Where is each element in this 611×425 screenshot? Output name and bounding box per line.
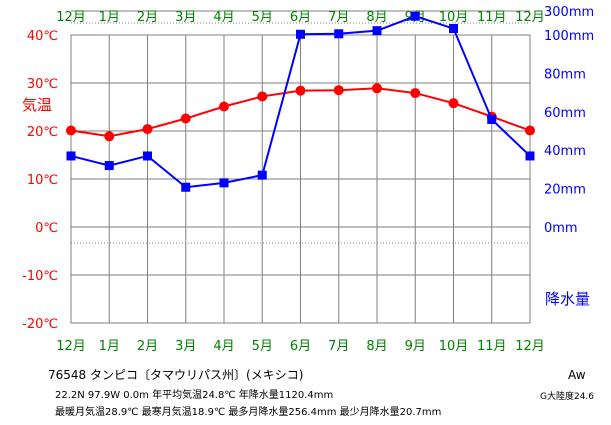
temperature-point [180,113,191,124]
precipitation-point [257,170,267,180]
month-label-bottom: 12月 [56,339,86,354]
temperature-axis-title: 気温 [22,96,52,114]
temperature-point [410,88,421,99]
temperature-tick-label: 30℃ [27,77,58,92]
precipitation-point [219,178,229,188]
precipitation-point [66,151,76,161]
month-label-top: 3月 [175,10,196,25]
month-label-top: 2月 [137,10,158,25]
temperature-point [142,124,153,135]
station-title: 76548 タンピコ〔タマウリパス州〕(メキシコ) [48,366,303,383]
month-label-bottom: 9月 [405,339,426,354]
month-label-bottom: 1月 [99,339,120,354]
precipitation-point [487,114,497,124]
temperature-point [295,85,306,96]
month-label-top: 4月 [213,10,234,25]
precipitation-tick-label: 300mm [544,5,594,20]
month-label-bottom: 2月 [137,339,158,354]
month-label-bottom: 12月 [515,339,545,354]
station-id: 76548 [48,368,87,382]
precipitation-point [296,29,305,39]
month-label-bottom: 7月 [328,339,349,354]
temperature-point [448,98,459,109]
station-stats-1: 22.2N 97.9W 0.0m 年平均気温24.8℃ 年降水量1120.4mm [55,390,334,401]
precipitation-tick-label: 0mm [544,221,578,236]
precipitation-point [525,151,535,161]
precipitation-tick-label: 40mm [544,144,586,159]
precipitation-axis-title: 降水量 [545,290,590,308]
precipitation-point [410,11,420,21]
month-label-top: 1月 [99,10,120,25]
month-label-top: 12月 [56,10,86,25]
temperature-tick-label: -10℃ [22,269,58,284]
temperature-point [333,85,344,96]
temperature-point [104,131,115,142]
month-label-bottom: 11月 [477,339,507,354]
climate-chart: 12月 12月 1月 1月 2月 2月 3月 3月 4月 4月 5月 5月 6月 6月 7月 7月 8月 8月 9月… [22,5,594,354]
precipitation-point [181,182,191,192]
precipitation-point [449,24,458,34]
precipitation-point [372,26,382,36]
temperature-point [525,125,535,136]
temperature-point [219,101,229,112]
station-name: タンピコ〔タマウリパス州〕(メキシコ) [90,368,304,382]
precipitation-tick-label: 100mm [544,29,594,44]
temperature-point [257,91,268,102]
month-label-bottom: 3月 [175,339,196,354]
month-label-top: 5月 [252,10,273,25]
temperature-tick-label: 10℃ [27,173,58,188]
month-label-top: 7月 [328,10,349,25]
station-stats-2: 最暖月気温28.9℃ 最寒月気温18.9℃ 最多月降水量256.4mm 最少月降… [55,407,442,418]
temperature-tick-label: -20℃ [22,317,58,332]
climate-code: Aw [568,368,586,382]
precipitation-tick-label: 80mm [544,67,586,82]
temperature-tick-label: 0℃ [35,221,58,236]
precipitation-point [334,29,344,39]
month-label-bottom: 10月 [439,339,469,354]
temperature-tick-label: 20℃ [27,125,58,140]
precipitation-tick-label: 20mm [544,183,586,198]
month-label-bottom: 4月 [213,339,234,354]
month-label-top: 10月 [439,10,469,25]
precipitation-point [143,151,152,161]
month-label-bottom: 5月 [252,339,273,354]
month-label-top: 12月 [515,10,545,25]
month-label-bottom: 8月 [366,339,387,354]
month-label-top: 11月 [477,10,507,25]
temperature-tick-label: 40℃ [27,29,58,44]
month-label-top: 8月 [366,10,387,25]
precipitation-point [104,161,114,171]
temperature-point [66,125,76,136]
temperature-point [372,83,382,94]
month-label-top: 6月 [290,10,311,25]
precipitation-tick-label: 60mm [544,106,586,121]
climate-region: G大陸度24.6 [540,392,595,402]
month-label-bottom: 6月 [290,339,311,354]
